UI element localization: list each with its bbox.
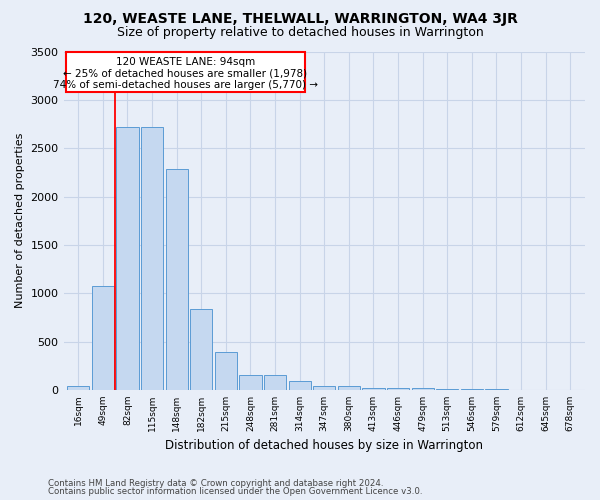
Bar bbox=[92, 286, 114, 390]
Text: 74% of semi-detached houses are larger (5,770) →: 74% of semi-detached houses are larger (… bbox=[53, 80, 318, 90]
Bar bbox=[190, 308, 212, 390]
Text: Size of property relative to detached houses in Warrington: Size of property relative to detached ho… bbox=[116, 26, 484, 39]
Bar bbox=[461, 389, 483, 390]
Bar bbox=[387, 388, 409, 390]
X-axis label: Distribution of detached houses by size in Warrington: Distribution of detached houses by size … bbox=[165, 440, 483, 452]
Bar bbox=[289, 381, 311, 390]
Bar bbox=[239, 375, 262, 390]
Text: 120 WEASTE LANE: 94sqm: 120 WEASTE LANE: 94sqm bbox=[116, 58, 255, 68]
Text: ← 25% of detached houses are smaller (1,978): ← 25% of detached houses are smaller (1,… bbox=[63, 68, 307, 78]
Bar bbox=[141, 127, 163, 390]
Bar bbox=[67, 386, 89, 390]
Bar bbox=[166, 170, 188, 390]
Bar bbox=[436, 389, 458, 390]
Bar bbox=[362, 388, 385, 390]
Bar bbox=[116, 127, 139, 390]
Text: 120, WEASTE LANE, THELWALL, WARRINGTON, WA4 3JR: 120, WEASTE LANE, THELWALL, WARRINGTON, … bbox=[83, 12, 517, 26]
Bar bbox=[338, 386, 360, 390]
Text: Contains public sector information licensed under the Open Government Licence v3: Contains public sector information licen… bbox=[48, 487, 422, 496]
Text: Contains HM Land Registry data © Crown copyright and database right 2024.: Contains HM Land Registry data © Crown c… bbox=[48, 478, 383, 488]
Bar bbox=[313, 386, 335, 390]
Bar bbox=[215, 352, 237, 390]
Y-axis label: Number of detached properties: Number of detached properties bbox=[15, 133, 25, 308]
Bar bbox=[264, 375, 286, 390]
Bar bbox=[412, 388, 434, 390]
FancyBboxPatch shape bbox=[66, 52, 305, 92]
